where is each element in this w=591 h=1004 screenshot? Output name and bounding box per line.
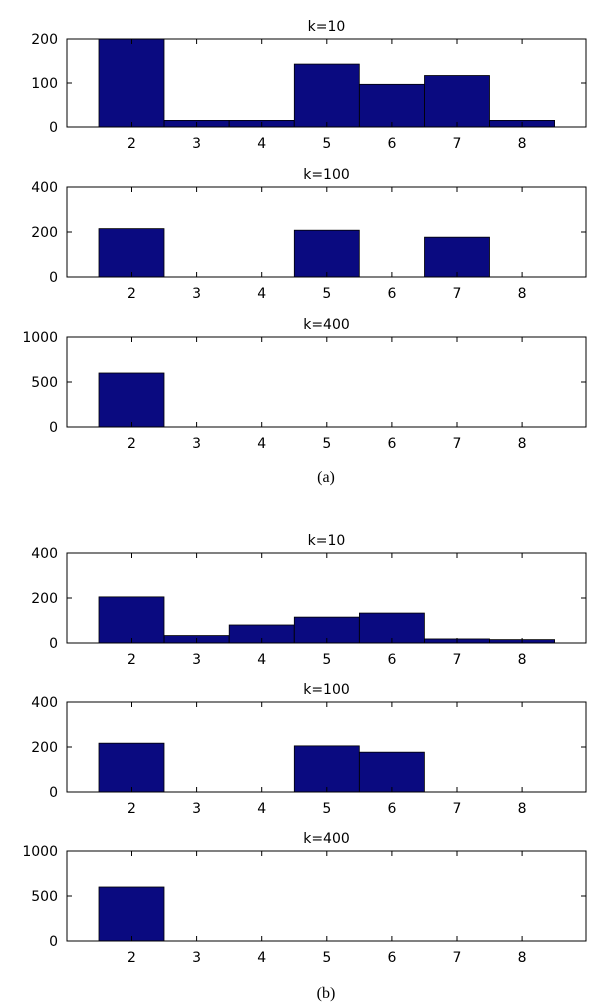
x-tick-label: 7 xyxy=(453,136,462,152)
x-tick-label: 4 xyxy=(257,801,266,817)
x-tick-label: 6 xyxy=(387,950,396,966)
y-tick-label: 500 xyxy=(31,375,58,391)
x-tick-label: 8 xyxy=(518,801,527,817)
x-tick-label: 5 xyxy=(322,801,331,817)
bar-chart-1: k=10 0 100 200 2 3 4 5 6 7 8 xyxy=(31,19,587,152)
x-tick-label: 2 xyxy=(127,652,136,668)
x-tick-label: 6 xyxy=(387,801,396,817)
x-tick-label: 3 xyxy=(192,652,201,668)
bar-7 xyxy=(424,236,490,278)
x-tick-label: 5 xyxy=(322,136,331,152)
x-tick-label: 4 xyxy=(257,436,266,452)
y-tick-label: 0 xyxy=(49,420,58,436)
x-tick-label: 2 xyxy=(127,950,136,966)
x-tick-label: 4 xyxy=(257,950,266,966)
x-tick-label: 8 xyxy=(518,652,527,668)
x-tick-label: 5 xyxy=(322,950,331,966)
y-tick-label: 0 xyxy=(49,785,58,801)
bar-2 xyxy=(98,596,165,644)
x-tick-label: 6 xyxy=(387,286,396,302)
bar-6 xyxy=(358,751,425,793)
caption-b: (b) xyxy=(317,985,336,1002)
bar-2 xyxy=(98,372,165,428)
x-tick-label: 2 xyxy=(127,286,136,302)
x-tick-label: 8 xyxy=(518,436,527,452)
y-tick-label: 200 xyxy=(31,740,58,756)
bar-5 xyxy=(293,63,360,128)
x-tick-label: 3 xyxy=(192,436,201,452)
chart-title: k=10 xyxy=(308,19,346,35)
bar-chart-6: k=400 0 500 1000 2 3 4 5 6 7 8 xyxy=(22,831,587,966)
x-tick-label: 8 xyxy=(518,286,527,302)
x-tick-label: 6 xyxy=(387,436,396,452)
x-tick-label: 5 xyxy=(322,286,331,302)
chart-title: k=400 xyxy=(303,317,350,333)
bar-6 xyxy=(358,83,425,128)
x-tick-label: 7 xyxy=(453,950,462,966)
x-tick-label: 8 xyxy=(518,950,527,966)
chart-title: k=100 xyxy=(303,682,350,698)
chart-title: k=10 xyxy=(308,533,346,549)
bar-2 xyxy=(98,38,165,128)
bar-2 xyxy=(98,228,165,278)
x-tick-label: 3 xyxy=(192,286,201,302)
x-tick-label: 3 xyxy=(192,801,201,817)
x-tick-label: 6 xyxy=(387,652,396,668)
x-tick-label: 7 xyxy=(453,436,462,452)
chart-title: k=400 xyxy=(303,831,350,847)
bar-5 xyxy=(293,229,360,278)
y-tick-label: 1000 xyxy=(22,844,58,860)
x-tick-label: 6 xyxy=(387,136,396,152)
x-tick-label: 7 xyxy=(453,652,462,668)
y-tick-label: 200 xyxy=(31,32,58,48)
y-tick-label: 200 xyxy=(31,225,58,241)
y-tick-label: 400 xyxy=(31,180,58,196)
bar-chart-2: k=100 0 200 400 2 3 4 5 6 7 8 xyxy=(31,167,587,302)
x-tick-label: 3 xyxy=(192,136,201,152)
x-tick-label: 7 xyxy=(453,286,462,302)
bar-chart-5: k=100 0 200 400 2 3 4 5 6 7 8 xyxy=(31,682,587,817)
y-tick-label: 400 xyxy=(31,546,58,562)
x-tick-label: 4 xyxy=(257,652,266,668)
x-tick-label: 2 xyxy=(127,136,136,152)
y-tick-label: 0 xyxy=(49,636,58,652)
bar-5 xyxy=(293,745,360,793)
bar-2 xyxy=(98,742,165,793)
y-tick-label: 200 xyxy=(31,591,58,607)
x-tick-label: 4 xyxy=(257,286,266,302)
y-tick-label: 400 xyxy=(31,695,58,711)
caption-a: (a) xyxy=(317,469,335,486)
y-tick-label: 0 xyxy=(49,270,58,286)
x-tick-label: 2 xyxy=(127,801,136,817)
x-tick-label: 2 xyxy=(127,436,136,452)
x-tick-label: 5 xyxy=(322,436,331,452)
y-tick-label: 1000 xyxy=(22,330,58,346)
x-tick-label: 5 xyxy=(322,652,331,668)
x-tick-label: 8 xyxy=(518,136,527,152)
y-tick-label: 500 xyxy=(31,889,58,905)
bar-2 xyxy=(98,886,165,942)
bar-7 xyxy=(424,75,490,128)
x-tick-label: 4 xyxy=(257,136,266,152)
y-tick-label: 100 xyxy=(31,76,58,92)
bar-chart-3: k=400 0 500 1000 2 3 4 5 6 7 8 xyxy=(22,317,587,452)
bar-chart-4: k=10 0 200 400 2 3 4 5 6 7 8 xyxy=(31,533,587,668)
x-tick-label: 7 xyxy=(453,801,462,817)
y-tick-label: 0 xyxy=(49,120,58,136)
x-tick-label: 3 xyxy=(192,950,201,966)
chart-title: k=100 xyxy=(303,167,350,183)
y-tick-label: 0 xyxy=(49,934,58,950)
